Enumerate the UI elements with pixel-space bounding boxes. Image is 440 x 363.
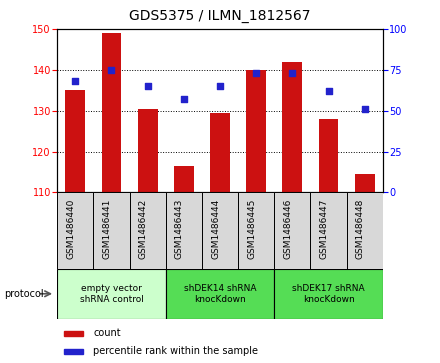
Text: GSM1486445: GSM1486445: [247, 199, 256, 259]
Bar: [64, 331, 83, 336]
Bar: [246, 70, 266, 192]
Bar: [238, 192, 274, 269]
Bar: [202, 192, 238, 269]
Text: protocol: protocol: [4, 289, 44, 299]
Bar: [57, 192, 93, 269]
Point: [144, 83, 151, 89]
Bar: [282, 62, 302, 192]
Bar: [66, 90, 85, 192]
Bar: [274, 192, 311, 269]
Text: GSM1486444: GSM1486444: [211, 199, 220, 259]
Bar: [57, 269, 166, 319]
Text: shDEK14 shRNA
knocKdown: shDEK14 shRNA knocKdown: [184, 284, 256, 304]
Bar: [174, 166, 194, 192]
Text: GSM1486440: GSM1486440: [66, 199, 75, 259]
Bar: [274, 269, 383, 319]
Text: percentile rank within the sample: percentile rank within the sample: [93, 346, 258, 356]
Text: shDEK17 shRNA
knocKdown: shDEK17 shRNA knocKdown: [292, 284, 365, 304]
Bar: [93, 192, 129, 269]
Bar: [311, 192, 347, 269]
Point: [180, 97, 187, 102]
Text: GDS5375 / ILMN_1812567: GDS5375 / ILMN_1812567: [129, 9, 311, 23]
Point: [325, 88, 332, 94]
Point: [72, 78, 79, 84]
Bar: [102, 33, 121, 192]
Text: count: count: [93, 327, 121, 338]
Text: GSM1486446: GSM1486446: [283, 199, 292, 259]
Point: [289, 70, 296, 76]
Bar: [319, 119, 338, 192]
Bar: [347, 192, 383, 269]
Point: [253, 70, 260, 76]
Text: GSM1486447: GSM1486447: [319, 199, 329, 259]
Text: empty vector
shRNA control: empty vector shRNA control: [80, 284, 143, 304]
Bar: [355, 174, 375, 192]
Bar: [64, 349, 83, 354]
Bar: [166, 269, 274, 319]
Point: [216, 83, 224, 89]
Bar: [210, 113, 230, 192]
Point: [361, 106, 368, 112]
Bar: [138, 109, 158, 192]
Bar: [166, 192, 202, 269]
Text: GSM1486441: GSM1486441: [103, 199, 111, 259]
Text: GSM1486442: GSM1486442: [139, 199, 148, 259]
Bar: [129, 192, 166, 269]
Text: GSM1486448: GSM1486448: [356, 199, 365, 259]
Text: GSM1486443: GSM1486443: [175, 199, 184, 259]
Point: [108, 67, 115, 73]
